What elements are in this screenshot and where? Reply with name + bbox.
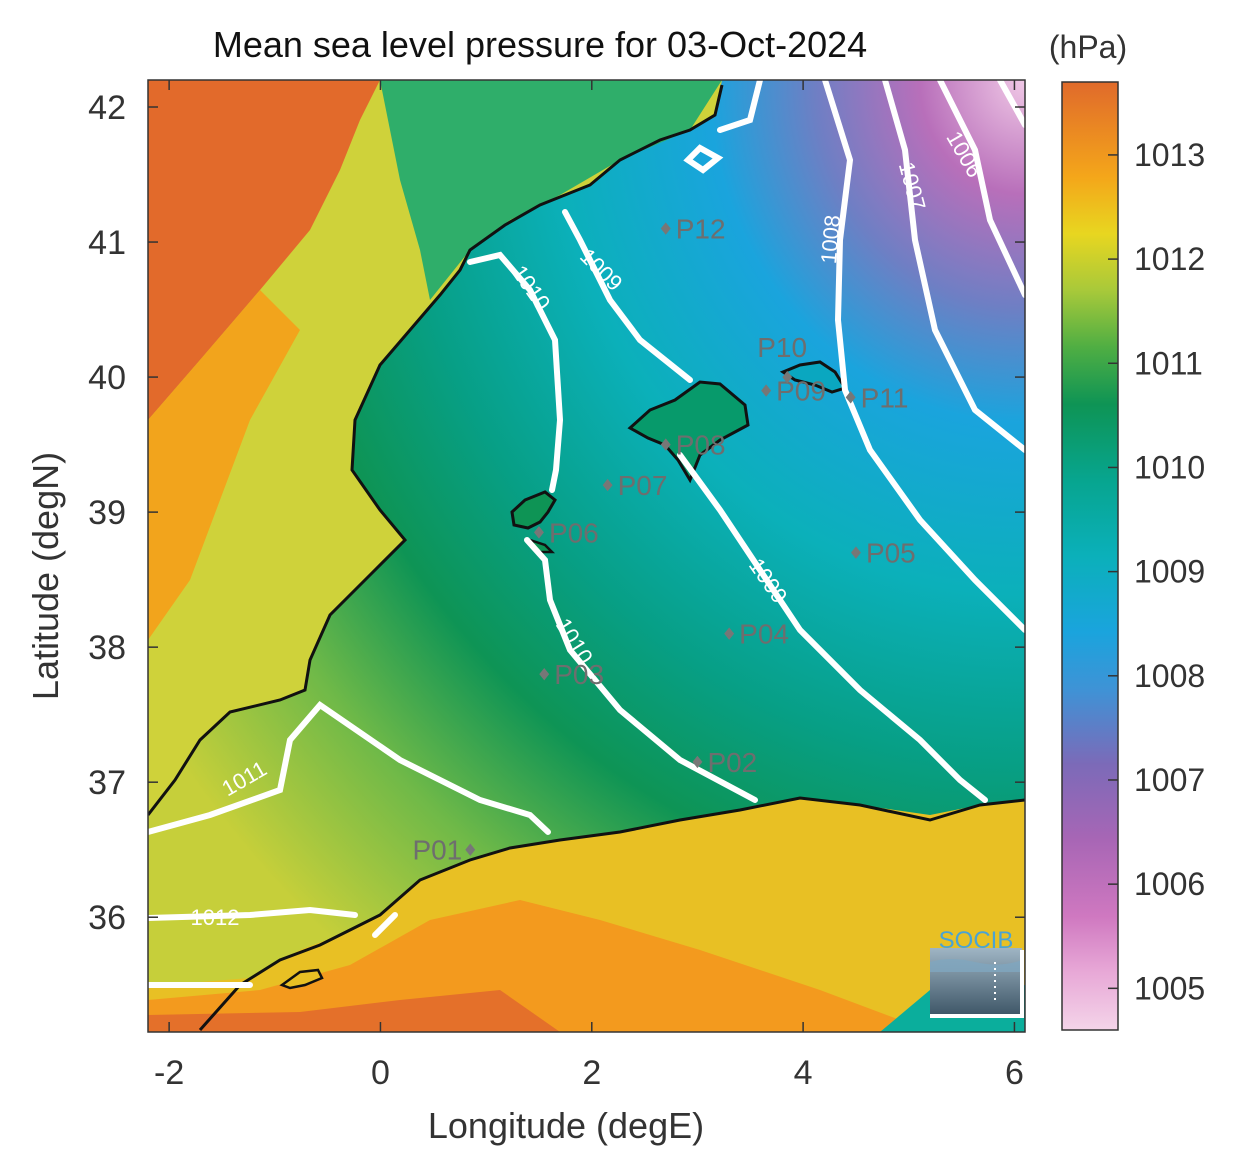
- station-label: P07: [618, 470, 668, 501]
- y-tick-label: 41: [88, 224, 126, 262]
- x-tick-label: 0: [371, 1054, 390, 1092]
- isobar-1006: [937, 80, 1025, 298]
- coastline-africa: [198, 796, 1025, 1031]
- x-tick-label: 2: [582, 1054, 601, 1092]
- colorbar-tick-label: 1009: [1134, 554, 1205, 590]
- isobars: [148, 80, 1025, 988]
- colorbar-frame: [1061, 81, 1119, 1031]
- y-tick-label: 39: [88, 494, 126, 532]
- iberia-land-meseta: [148, 80, 380, 420]
- y-tick-label: 40: [88, 359, 126, 397]
- station-marker: [660, 438, 671, 451]
- colorbar-tick-label: 1013: [1134, 137, 1205, 173]
- station-label: P06: [549, 517, 599, 548]
- station-marker: [533, 526, 544, 539]
- colorbar-tick-label: 1010: [1134, 449, 1205, 485]
- station-label: P10: [757, 332, 807, 363]
- station-label: P03: [554, 659, 604, 690]
- station-label: P11: [861, 382, 909, 413]
- y-axis-label: Latitude (degN): [25, 452, 66, 700]
- station-marker: [465, 843, 476, 856]
- iberia-land-coast-ne: [380, 80, 722, 300]
- station-marker: [850, 546, 861, 559]
- colorbar: [1062, 82, 1118, 1030]
- station-marker: [602, 478, 613, 492]
- ibiza: [510, 490, 557, 530]
- station-label: P08: [676, 430, 726, 461]
- station-label: P12: [676, 214, 726, 245]
- station-label: P01: [412, 835, 462, 866]
- colorbar-ticks: 1005 1006 1007 1008 1009 1010 1011 1012 1013: [1108, 137, 1205, 1006]
- y-axis-ticks: 36 37 38 39 40 41 42: [88, 89, 1025, 937]
- isobar-1008: [683, 80, 1025, 633]
- map-title: Mean sea level pressure for 03-Oct-2024: [213, 24, 867, 65]
- y-tick-label: 36: [88, 899, 126, 937]
- colorbar-tick-label: 1011: [1134, 345, 1203, 381]
- station-marker: [724, 627, 735, 640]
- station-marker: [761, 384, 772, 397]
- station-marker: [845, 391, 856, 404]
- isobar-label: 1008: [816, 214, 845, 265]
- coastline-iberia: [148, 84, 724, 816]
- station-points: P01 P02 P03 P04 P05 P06 P07 P08 P09 P10 P11 P12: [412, 214, 915, 866]
- isobar-1005: [997, 80, 1025, 128]
- y-tick-label: 37: [88, 764, 126, 802]
- station-marker: [660, 222, 671, 235]
- x-tick-label: 4: [794, 1054, 813, 1092]
- africa-land-highland: [148, 900, 920, 1032]
- colorbar-tick-label: 1007: [1134, 762, 1205, 798]
- x-tick-label: -2: [154, 1054, 184, 1092]
- station-label: P05: [866, 538, 916, 569]
- station-label: P09: [776, 376, 826, 407]
- iberia-land: [148, 80, 722, 815]
- isobar-1007: [882, 80, 1025, 453]
- station-marker: [539, 667, 550, 681]
- map-frame: [147, 79, 1026, 1033]
- colorbar-tick-label: 1005: [1134, 970, 1205, 1006]
- isobar-1011: [148, 701, 551, 835]
- colorbar-tick-label: 1006: [1134, 866, 1205, 902]
- x-axis-ticks: -2 0 2 4 6: [154, 80, 1024, 1092]
- iberia-land-plateau: [148, 290, 300, 640]
- y-tick-label: 42: [88, 89, 126, 127]
- isobar-1009: [562, 209, 988, 803]
- x-axis-label: Longitude (degE): [428, 1105, 704, 1146]
- alboran-island: [279, 968, 324, 990]
- colorbar-tick-label: 1008: [1134, 658, 1205, 694]
- station-label: P02: [707, 747, 757, 778]
- station-marker: [782, 370, 793, 384]
- isobar-1010: [467, 251, 758, 803]
- africa-land-mountains: [148, 990, 560, 1032]
- colorbar-unit: (hPa): [1049, 29, 1127, 65]
- y-tick-label: 38: [88, 629, 126, 667]
- station-label: P04: [739, 619, 789, 650]
- station-marker: [692, 755, 703, 769]
- isobar-1012: [148, 906, 398, 988]
- socib-logo: SOCIB: [930, 927, 1024, 1018]
- logo-text: SOCIB: [939, 927, 1014, 954]
- isobar-label: 1012: [191, 905, 240, 930]
- x-tick-label: 6: [1005, 1054, 1024, 1092]
- colorbar-tick-label: 1012: [1134, 241, 1205, 277]
